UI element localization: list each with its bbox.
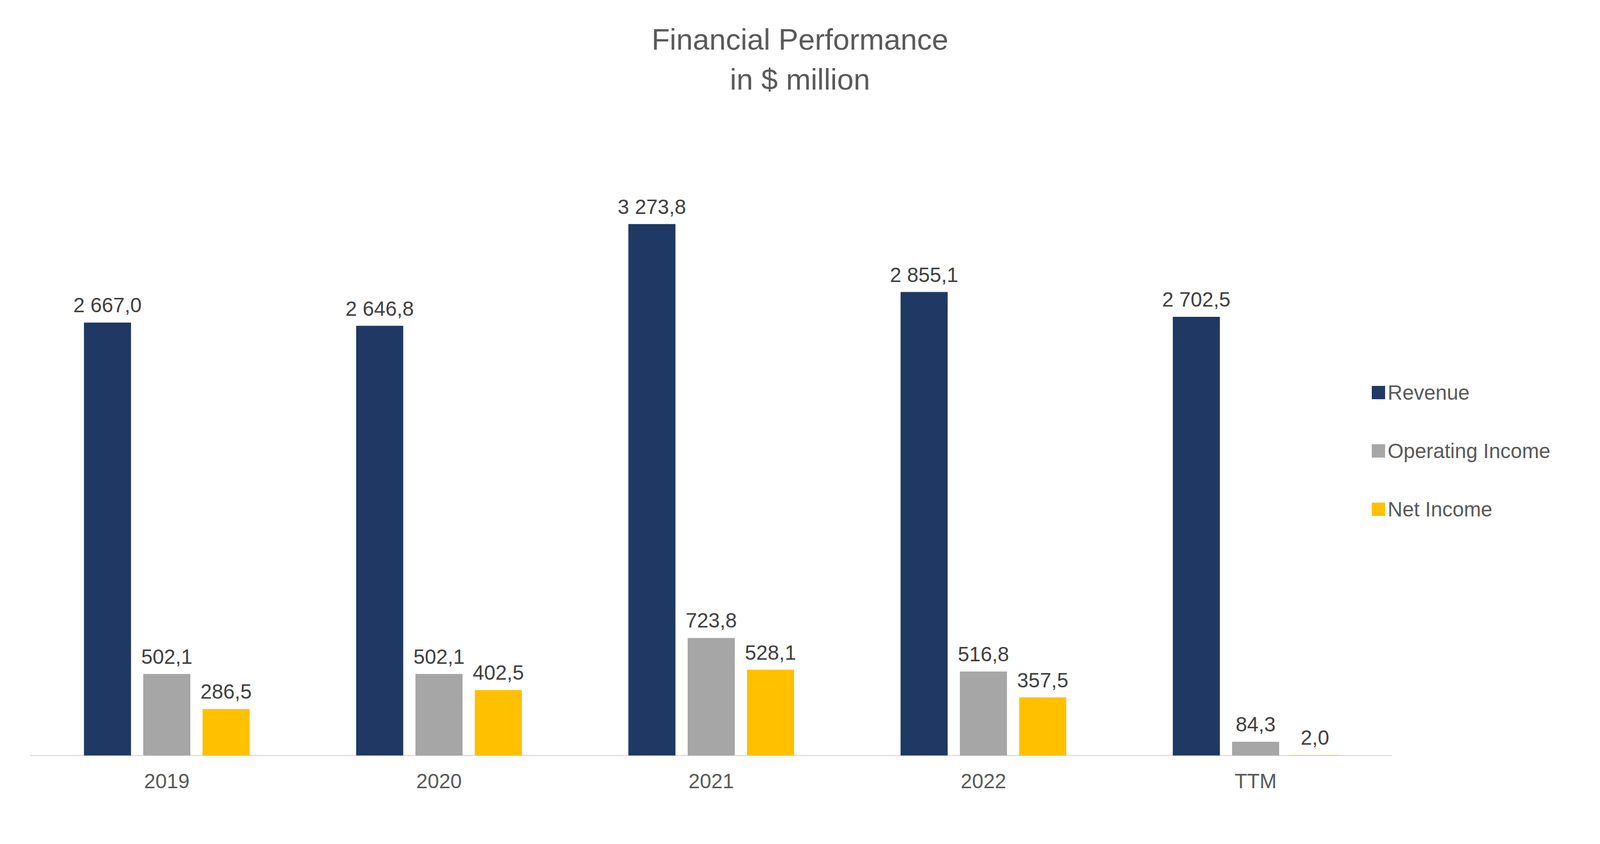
svg-text:2022: 2022: [960, 769, 1007, 793]
svg-text:Revenue: Revenue: [1387, 381, 1470, 404]
svg-text:286,5: 286,5: [200, 680, 252, 703]
svg-text:402,5: 402,5: [472, 661, 524, 684]
svg-text:723,8: 723,8: [685, 608, 737, 632]
svg-text:357,5: 357,5: [1017, 668, 1069, 692]
svg-text:Operating Income: Operating Income: [1387, 439, 1551, 463]
svg-text:2,0: 2,0: [1300, 726, 1330, 749]
svg-text:TTM: TTM: [1234, 769, 1277, 793]
svg-text:2 702,5: 2 702,5: [1162, 288, 1231, 311]
svg-text:Net Income: Net Income: [1387, 497, 1493, 521]
svg-text:2 667,0: 2 667,0: [73, 293, 142, 317]
svg-text:in $ million: in $ million: [730, 62, 871, 96]
svg-text:84,3: 84,3: [1235, 712, 1276, 736]
svg-text:Financial Performance: Financial Performance: [651, 22, 949, 56]
svg-text:2019: 2019: [144, 769, 190, 793]
svg-text:2020: 2020: [416, 769, 463, 793]
svg-text:528,1: 528,1: [744, 641, 797, 664]
svg-text:502,1: 502,1: [141, 645, 193, 668]
svg-text:516,8: 516,8: [957, 642, 1010, 666]
svg-text:2 646,8: 2 646,8: [345, 297, 414, 320]
svg-text:2 855,1: 2 855,1: [889, 263, 958, 287]
svg-text:502,1: 502,1: [413, 645, 465, 668]
svg-text:2021: 2021: [688, 769, 735, 793]
svg-text:3 273,8: 3 273,8: [617, 195, 686, 218]
